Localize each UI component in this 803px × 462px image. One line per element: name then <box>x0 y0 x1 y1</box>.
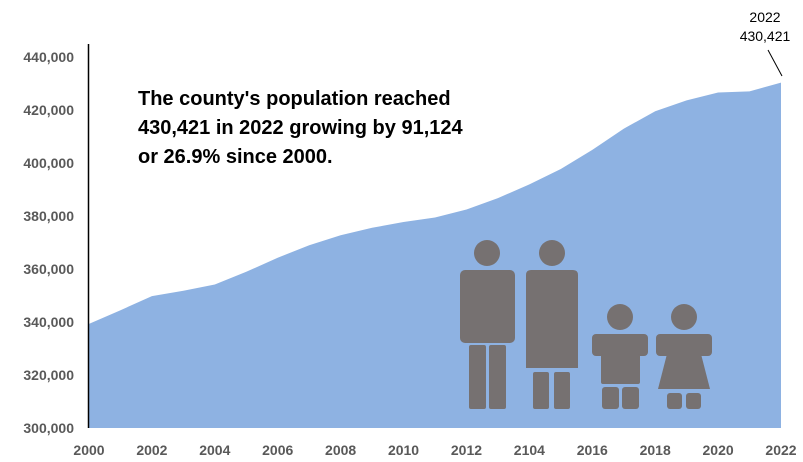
callout-leader-line <box>767 49 783 77</box>
y-tick-label: 440,000 <box>23 49 74 65</box>
boy-figure <box>592 304 648 409</box>
population-annotation: The county's population reached 430,421 … <box>138 88 463 168</box>
x-tick-label: 2020 <box>703 442 734 458</box>
x-tick-label: 2022 <box>765 442 796 458</box>
x-tick-label: 2004 <box>199 442 230 458</box>
x-tick-label: 2016 <box>577 442 608 458</box>
x-tick-label: 2012 <box>451 442 482 458</box>
y-tick-label: 300,000 <box>23 420 74 436</box>
callout-year: 2022 <box>749 9 780 25</box>
x-tick-label: 2008 <box>325 442 356 458</box>
callout-value: 430,421 <box>740 28 791 44</box>
woman-figure <box>526 240 578 409</box>
annotation-line-3: or 26.9% since 2000. <box>138 146 333 168</box>
x-tick-label: 2006 <box>262 442 293 458</box>
y-tick-label: 400,000 <box>23 155 74 171</box>
y-axis-ticks: 300,000 320,000 340,000 360,000 380,000 400,0… <box>23 49 74 436</box>
x-tick-label: 2018 <box>640 442 671 458</box>
x-tick-label: 2000 <box>73 442 104 458</box>
y-tick-label: 380,000 <box>23 208 74 224</box>
y-tick-label: 320,000 <box>23 367 74 383</box>
girl-figure <box>656 304 712 409</box>
x-tick-label: 2002 <box>136 442 167 458</box>
y-tick-label: 340,000 <box>23 314 74 330</box>
man-figure <box>460 240 515 409</box>
annotation-line-1: The county's population reached <box>138 88 451 110</box>
family-icon <box>460 240 712 409</box>
x-tick-label: 2104 <box>514 442 545 458</box>
y-tick-label: 420,000 <box>23 102 74 118</box>
x-axis-ticks: 2000 2002 2004 2006 2008 2010 2012 2104 2016 2018… <box>73 442 796 458</box>
last-point-callout: 2022 430,421 <box>740 9 791 77</box>
y-tick-label: 360,000 <box>23 261 74 277</box>
annotation-line-2: 430,421 in 2022 growing by 91,124 <box>138 117 463 139</box>
x-tick-label: 2010 <box>388 442 419 458</box>
